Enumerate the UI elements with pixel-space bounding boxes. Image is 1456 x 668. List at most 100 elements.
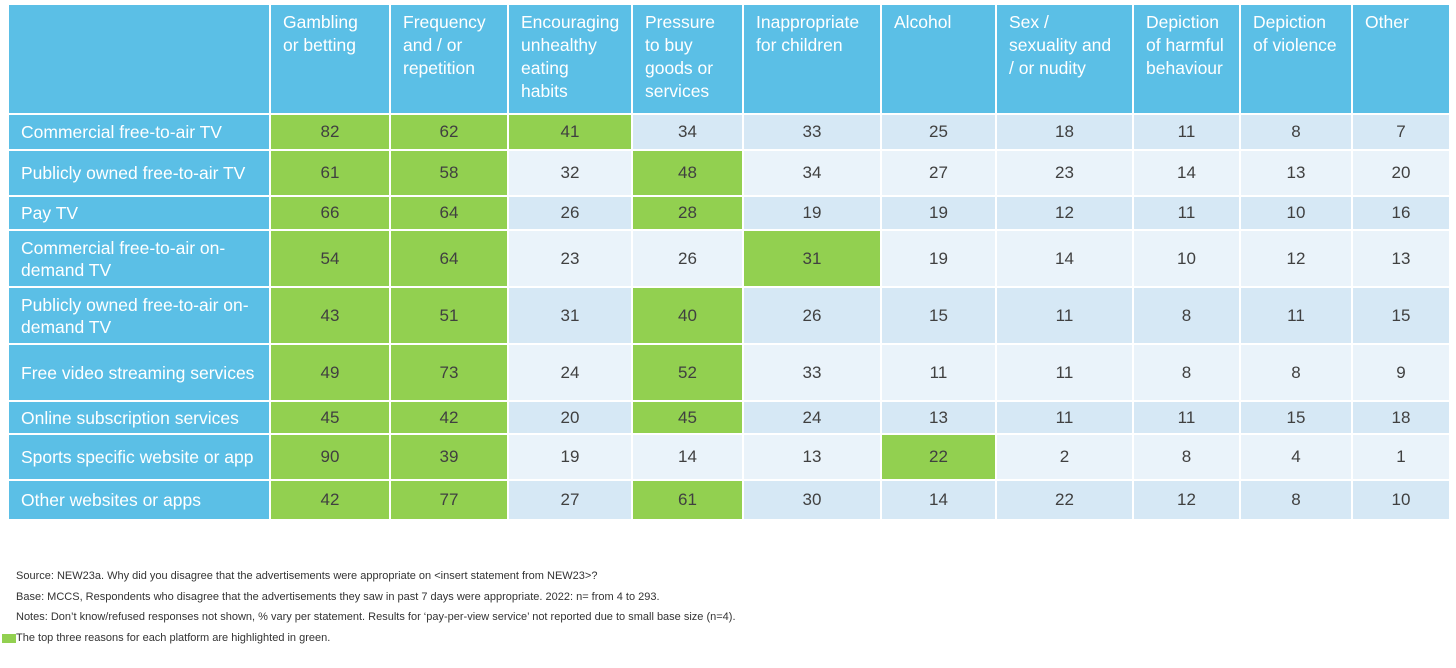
highlight-legend: The top three reasons for each platform … [2, 628, 736, 649]
value-cell: 52 [633, 345, 742, 400]
value-cell: 8 [1241, 481, 1351, 519]
value-cell: 62 [391, 115, 507, 149]
value-cell: 73 [391, 345, 507, 400]
value-cell: 43 [271, 288, 389, 343]
value-cell: 26 [509, 197, 631, 229]
value-cell: 45 [633, 402, 742, 433]
value-cell: 28 [633, 197, 742, 229]
value-cell: 34 [633, 115, 742, 149]
value-cell: 64 [391, 197, 507, 229]
value-cell: 54 [271, 231, 389, 286]
value-cell: 11 [1241, 288, 1351, 343]
value-cell: 42 [271, 481, 389, 519]
value-cell: 14 [633, 435, 742, 479]
value-cell: 19 [509, 435, 631, 479]
value-cell: 11 [997, 402, 1132, 433]
value-cell: 4 [1241, 435, 1351, 479]
value-cell: 61 [271, 151, 389, 195]
value-cell: 90 [271, 435, 389, 479]
column-header: Pressure to buy goods or services [633, 5, 742, 113]
value-cell: 14 [882, 481, 995, 519]
row-label: Sports specific website or app [9, 435, 269, 479]
value-cell: 58 [391, 151, 507, 195]
column-header: Depiction of violence [1241, 5, 1351, 113]
value-cell: 26 [744, 288, 880, 343]
column-header: Encouraging unhealthy eating habits [509, 5, 631, 113]
column-header: Sex / sexuality and / or nudity [997, 5, 1132, 113]
value-cell: 14 [1134, 151, 1239, 195]
row-label: Commercial free-to-air on-demand TV [9, 231, 269, 286]
value-cell: 16 [1353, 197, 1449, 229]
value-cell: 13 [1241, 151, 1351, 195]
value-cell: 12 [1241, 231, 1351, 286]
value-cell: 13 [1353, 231, 1449, 286]
notes-note: Notes: Don’t know/refused responses not … [16, 611, 736, 623]
legend-text: The top three reasons for each platform … [16, 631, 331, 644]
value-cell: 8 [1241, 115, 1351, 149]
row-label: Publicly owned free-to-air on-demand TV [9, 288, 269, 343]
value-cell: 8 [1241, 345, 1351, 400]
value-cell: 15 [882, 288, 995, 343]
value-cell: 14 [997, 231, 1132, 286]
value-cell: 1 [1353, 435, 1449, 479]
value-cell: 12 [997, 197, 1132, 229]
value-cell: 77 [391, 481, 507, 519]
value-cell: 20 [1353, 151, 1449, 195]
base-note: Base: MCCS, Respondents who disagree tha… [16, 590, 660, 603]
value-cell: 26 [633, 231, 742, 286]
column-header: Depiction of harmful behaviour [1134, 5, 1239, 113]
value-cell: 49 [271, 345, 389, 400]
row-label: Publicly owned free-to-air TV [9, 151, 269, 195]
value-cell: 15 [1353, 288, 1449, 343]
value-cell: 11 [882, 345, 995, 400]
row-label: Other websites or apps [9, 481, 269, 519]
value-cell: 34 [744, 151, 880, 195]
value-cell: 11 [997, 345, 1132, 400]
value-cell: 41 [509, 115, 631, 149]
value-cell: 9 [1353, 345, 1449, 400]
value-cell: 10 [1353, 481, 1449, 519]
value-cell: 13 [744, 435, 880, 479]
value-cell: 15 [1241, 402, 1351, 433]
row-label: Free video streaming services [9, 345, 269, 400]
value-cell: 33 [744, 115, 880, 149]
value-cell: 11 [1134, 197, 1239, 229]
value-cell: 18 [1353, 402, 1449, 433]
column-header: Frequency and / or repetition [391, 5, 507, 113]
value-cell: 23 [997, 151, 1132, 195]
row-label: Pay TV [9, 197, 269, 229]
value-cell: 18 [997, 115, 1132, 149]
source-note: Source: NEW23a. Why did you disagree tha… [16, 570, 598, 582]
value-cell: 25 [882, 115, 995, 149]
value-cell: 82 [271, 115, 389, 149]
value-cell: 51 [391, 288, 507, 343]
value-cell: 22 [997, 481, 1132, 519]
value-cell: 31 [744, 231, 880, 286]
value-cell: 8 [1134, 288, 1239, 343]
value-cell: 10 [1241, 197, 1351, 229]
column-header: Inappropriate for children [744, 5, 880, 113]
value-cell: 32 [509, 151, 631, 195]
value-cell: 8 [1134, 345, 1239, 400]
column-header: Other [1353, 5, 1449, 113]
table-corner [9, 5, 269, 113]
value-cell: 66 [271, 197, 389, 229]
row-label: Commercial free-to-air TV [9, 115, 269, 149]
value-cell: 22 [882, 435, 995, 479]
value-cell: 27 [509, 481, 631, 519]
value-cell: 10 [1134, 231, 1239, 286]
value-cell: 31 [509, 288, 631, 343]
value-cell: 12 [1134, 481, 1239, 519]
value-cell: 11 [1134, 115, 1239, 149]
value-cell: 27 [882, 151, 995, 195]
value-cell: 20 [509, 402, 631, 433]
green-swatch-icon [2, 633, 16, 643]
value-cell: 42 [391, 402, 507, 433]
value-cell: 45 [271, 402, 389, 433]
value-cell: 40 [633, 288, 742, 343]
value-cell: 19 [882, 231, 995, 286]
value-cell: 39 [391, 435, 507, 479]
value-cell: 64 [391, 231, 507, 286]
value-cell: 7 [1353, 115, 1449, 149]
value-cell: 13 [882, 402, 995, 433]
